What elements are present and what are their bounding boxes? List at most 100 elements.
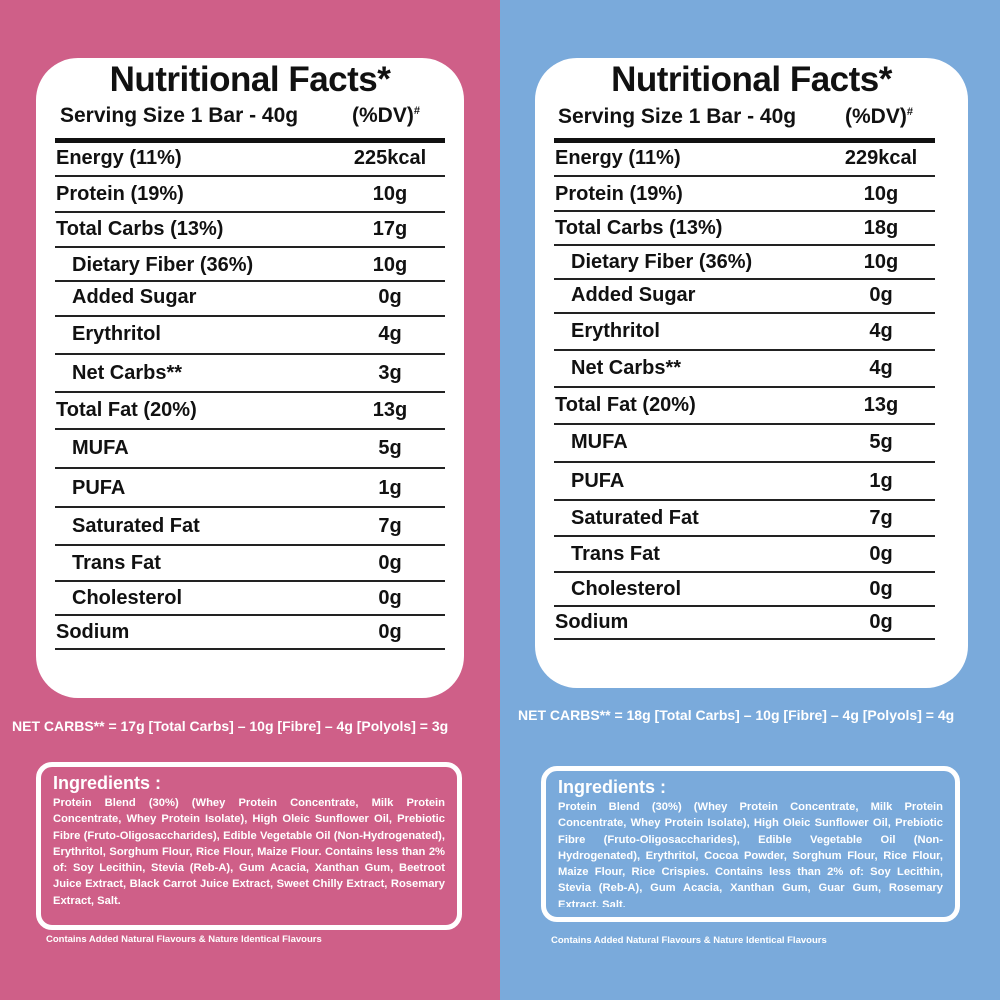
flavours-note: Contains Added Natural Flavours & Nature… xyxy=(551,935,827,946)
header-divider xyxy=(554,138,935,143)
row-divider xyxy=(554,461,935,463)
nutrient-row: Trans Fat 0g xyxy=(72,546,445,580)
nutrient-value: 10g xyxy=(372,182,408,205)
nutrient-value: 13g xyxy=(372,398,408,421)
row-divider xyxy=(554,386,935,388)
nutrient-value: 7g xyxy=(869,506,893,529)
nutrient-value: 0g xyxy=(378,285,402,308)
nutrient-label: Total Fat (20%) xyxy=(56,398,197,421)
nutrient-value: 13g xyxy=(863,393,899,416)
nutrient-row: Sodium 0g xyxy=(555,605,935,639)
row-divider xyxy=(554,638,935,640)
nutrient-row: Total Carbs (13%) 18g xyxy=(555,211,935,245)
nutrient-label: Protein (19%) xyxy=(56,182,184,205)
row-divider xyxy=(554,175,935,177)
nutrient-row: Energy (11%) 225kcal xyxy=(56,141,445,175)
nutrient-label: Dietary Fiber (36%) xyxy=(571,250,753,273)
row-divider xyxy=(55,428,445,430)
row-divider xyxy=(554,605,935,607)
nutrient-row: Cholesterol 0g xyxy=(571,572,935,606)
row-divider xyxy=(55,580,445,582)
row-divider xyxy=(554,244,935,246)
row-divider xyxy=(554,210,935,212)
nutrient-row: Energy (11%) 229kcal xyxy=(555,141,935,175)
nutrient-row: Erythritol 4g xyxy=(72,317,445,351)
nutrient-row: Added Sugar 0g xyxy=(72,280,445,314)
nutrient-label: Erythritol xyxy=(72,322,161,345)
nutrient-label: Sodium xyxy=(555,610,629,633)
row-divider xyxy=(55,315,445,317)
dv-mark: # xyxy=(413,105,420,117)
flavours-note: Contains Added Natural Flavours & Nature… xyxy=(46,934,322,945)
panel-right: Nutritional Facts* Serving Size 1 Bar - 4… xyxy=(500,0,1000,1000)
row-divider xyxy=(55,211,445,213)
nutrient-row: Erythritol 4g xyxy=(571,314,935,348)
nutrient-value: 1g xyxy=(869,469,893,492)
row-divider xyxy=(55,391,445,393)
row-divider xyxy=(554,571,935,573)
nutrient-label: PUFA xyxy=(571,469,625,492)
net-carbs-note: NET CARBS** = 17g [Total Carbs] – 10g [F… xyxy=(12,718,449,734)
nutrient-label: Total Carbs (13%) xyxy=(555,216,723,239)
nutrient-row: Total Fat (20%) 13g xyxy=(56,393,445,427)
nutrient-label: Cholesterol xyxy=(72,586,183,609)
row-divider xyxy=(55,280,445,282)
nutrient-label: Added Sugar xyxy=(72,285,197,308)
row-divider xyxy=(554,423,935,425)
nutrient-row: Protein (19%) 10g xyxy=(555,177,935,211)
ingredients-title: Ingredients : xyxy=(53,773,162,793)
nutrient-value: 0g xyxy=(378,551,402,574)
nutrient-label: Erythritol xyxy=(571,319,660,342)
nutrient-value: 1g xyxy=(378,476,402,499)
nutrient-value: 10g xyxy=(863,182,899,205)
nutrient-value: 229kcal xyxy=(844,146,918,169)
daily-value-header: (%DV)# xyxy=(845,105,913,129)
row-divider xyxy=(55,648,445,650)
nutrient-label: Dietary Fiber (36%) xyxy=(72,253,254,276)
nutrient-row: Sodium 0g xyxy=(56,615,445,649)
nutrient-value: 10g xyxy=(863,250,899,273)
nutrient-label: Total Carbs (13%) xyxy=(56,217,224,240)
nutrient-row: MUFA 5g xyxy=(72,431,445,465)
nutrient-label: Saturated Fat xyxy=(72,514,200,537)
nutrient-label: Added Sugar xyxy=(571,283,696,306)
nutrition-card xyxy=(535,58,968,688)
row-divider xyxy=(55,175,445,177)
nutrient-row: Cholesterol 0g xyxy=(72,581,445,615)
row-divider xyxy=(554,499,935,501)
row-divider xyxy=(55,246,445,248)
nutrient-label: Energy (11%) xyxy=(56,146,182,169)
nutrient-value: 3g xyxy=(378,361,402,384)
nutrient-row: Added Sugar 0g xyxy=(571,278,935,312)
nutrient-label: Total Fat (20%) xyxy=(555,393,696,416)
nutrient-row: Dietary Fiber (36%) 10g xyxy=(571,245,935,279)
row-divider xyxy=(55,467,445,469)
daily-value-header: (%DV)# xyxy=(352,104,420,128)
nutrition-title: Nutritional Facts* xyxy=(611,60,892,99)
nutrient-value: 0g xyxy=(869,577,893,600)
nutrient-value: 4g xyxy=(869,319,893,342)
nutrient-value: 5g xyxy=(869,430,893,453)
ingredients-text: Protein Blend (30%) (Whey Protein Concen… xyxy=(558,801,943,907)
panel-left: Nutritional Facts* Serving Size 1 Bar - 4… xyxy=(0,0,500,1000)
row-divider xyxy=(55,544,445,546)
nutrient-label: Cholesterol xyxy=(571,577,682,600)
dv-mark: # xyxy=(906,106,913,118)
nutrient-row: PUFA 1g xyxy=(571,464,935,498)
nutrient-value: 0g xyxy=(869,283,893,306)
row-divider xyxy=(55,506,445,508)
nutrient-row: PUFA 1g xyxy=(72,471,445,505)
nutrient-label: Energy (11%) xyxy=(555,146,681,169)
row-divider xyxy=(554,535,935,537)
nutrient-value: 7g xyxy=(378,514,402,537)
serving-size: Serving Size 1 Bar - 40g xyxy=(558,105,797,128)
nutrient-value: 0g xyxy=(378,620,402,643)
nutrient-row: Net Carbs** 4g xyxy=(571,351,935,385)
row-divider xyxy=(554,312,935,314)
nutrient-label: Saturated Fat xyxy=(571,506,699,529)
nutrient-label: MUFA xyxy=(571,430,628,453)
nutrient-row: Protein (19%) 10g xyxy=(56,177,445,211)
nutrient-row: Trans Fat 0g xyxy=(571,537,935,571)
ingredients-box: Ingredients : Protein Blend (30%) (Whey P… xyxy=(541,766,960,922)
row-divider xyxy=(55,353,445,355)
